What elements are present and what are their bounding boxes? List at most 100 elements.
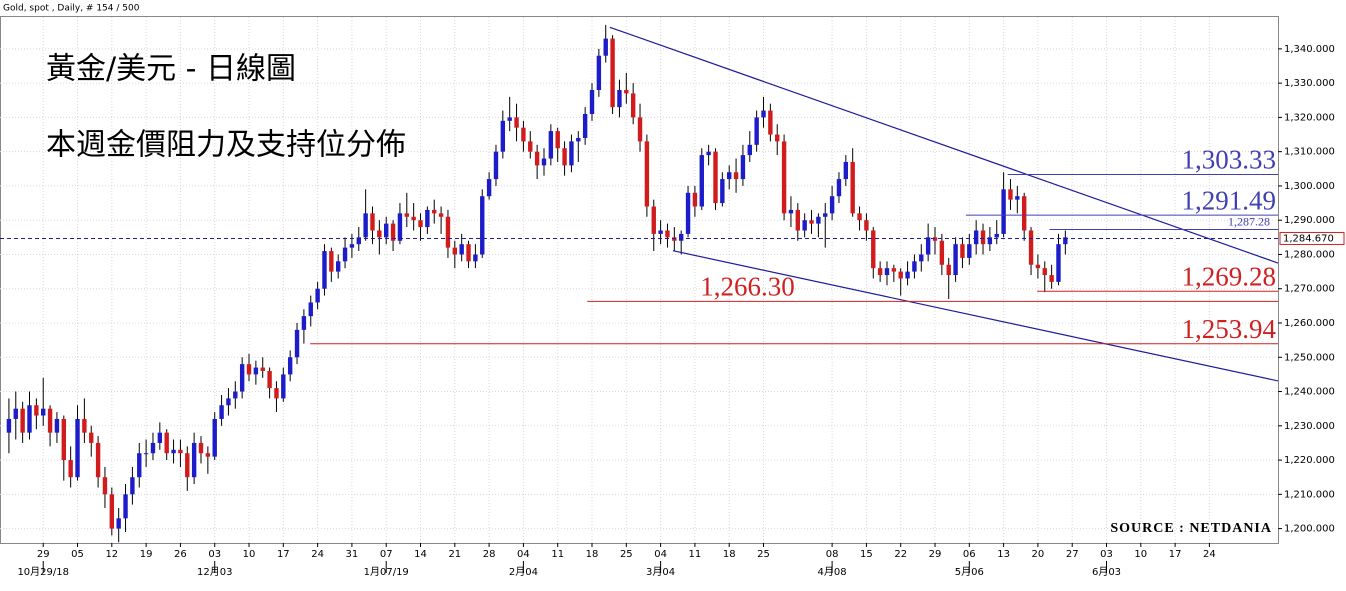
candle-body xyxy=(459,244,464,255)
candle-body xyxy=(891,268,897,272)
candle-body xyxy=(967,244,972,258)
candle-body xyxy=(342,247,348,262)
candle-body xyxy=(521,127,526,142)
x-tick-label: 11 xyxy=(551,549,564,560)
x-tick-label: 03 xyxy=(208,549,221,560)
candle-body xyxy=(34,405,39,416)
candle-body xyxy=(322,251,327,289)
level-label: 1,253.94 xyxy=(1182,314,1277,344)
candle-body xyxy=(1001,189,1006,234)
candle-body xyxy=(884,268,890,276)
candle-body xyxy=(164,432,169,454)
candle-body xyxy=(68,460,73,478)
x-tick-label: 06 xyxy=(963,549,976,560)
candle-body xyxy=(569,141,574,166)
candle-body xyxy=(829,196,835,214)
x-tick-label: 29 xyxy=(37,549,50,560)
candle-body xyxy=(500,120,506,152)
candle-body xyxy=(1021,196,1027,231)
x-tick-label: 07 xyxy=(380,549,393,560)
y-tick-label: 1,300.000 xyxy=(1284,181,1335,192)
x-tick-label: 04 xyxy=(654,549,667,560)
candle-body xyxy=(912,261,917,272)
candle-body xyxy=(754,117,759,145)
candle-body xyxy=(253,367,259,375)
x-tick-label: 18 xyxy=(723,549,736,560)
candle-body xyxy=(843,161,849,180)
candle-body xyxy=(480,196,485,255)
candle-body xyxy=(823,213,828,217)
x-major-label: 10月29/18 xyxy=(17,566,69,578)
chart-subtitle: 本週金價阻力及支持位分佈 xyxy=(46,128,406,163)
x-tick-label: 24 xyxy=(1203,549,1216,560)
x-tick-label: 13 xyxy=(997,549,1010,560)
trend-line xyxy=(672,250,1279,382)
candle-body xyxy=(692,192,698,207)
x-tick-label: 05 xyxy=(71,549,84,560)
candle-body xyxy=(1042,268,1047,276)
candle-body xyxy=(534,151,540,166)
trend-line xyxy=(609,26,1279,264)
candle-body xyxy=(775,134,780,142)
level-label: 1,287.28 xyxy=(1228,214,1270,228)
y-tick-label: 1,240.000 xyxy=(1284,387,1335,398)
x-tick-label: 24 xyxy=(311,549,324,560)
candle-body xyxy=(349,244,355,248)
candle-body xyxy=(932,237,938,241)
candle-body xyxy=(678,233,684,241)
x-tick-label: 19 xyxy=(140,549,153,560)
x-tick-label: 11 xyxy=(689,549,702,560)
candle-body xyxy=(116,518,121,529)
candle-body xyxy=(137,453,142,478)
candle-body xyxy=(466,244,471,262)
y-tick-label: 1,270.000 xyxy=(1284,284,1335,295)
candle-body xyxy=(432,209,437,214)
candle-body xyxy=(178,449,183,454)
candle-body xyxy=(720,179,725,204)
x-tick-label: 12 xyxy=(105,549,118,560)
x-major-label: 6月03 xyxy=(1092,566,1121,578)
x-tick-label: 18 xyxy=(586,549,599,560)
candle-body xyxy=(1049,275,1054,282)
candle-body xyxy=(356,237,361,245)
candle-body xyxy=(438,213,444,217)
candle-body xyxy=(377,230,382,238)
x-tick-label: 26 xyxy=(174,549,187,560)
candle-body xyxy=(665,230,670,238)
plot-frame xyxy=(0,16,1279,544)
candle-body xyxy=(143,453,149,455)
x-tick-label: 28 xyxy=(483,549,496,560)
level-label: 1,269.28 xyxy=(1182,261,1277,291)
candle-body xyxy=(946,264,951,276)
candle-body xyxy=(82,418,87,433)
candle-body xyxy=(157,432,163,443)
candle-body xyxy=(95,442,101,478)
x-tick-label: 31 xyxy=(346,549,359,560)
y-tick-label: 1,290.000 xyxy=(1284,215,1335,226)
candle-body xyxy=(246,364,252,375)
candle-body xyxy=(150,442,156,454)
candle-body xyxy=(713,151,718,204)
candle-body xyxy=(335,261,341,272)
candle-body xyxy=(836,179,842,197)
candle-body xyxy=(404,213,409,217)
candle-body xyxy=(1063,237,1068,245)
candle-body xyxy=(329,251,334,272)
x-tick-label: 03 xyxy=(1100,549,1113,560)
candle-body xyxy=(191,442,197,478)
x-tick-label: 15 xyxy=(860,549,873,560)
x-tick-label: 21 xyxy=(448,549,461,560)
candle-body xyxy=(980,230,986,245)
candle-body xyxy=(624,89,629,94)
candle-body xyxy=(315,288,320,303)
candle-body xyxy=(41,408,46,416)
candle-body xyxy=(987,237,993,245)
source-note: SOURCE : NETDANIA xyxy=(1110,521,1272,536)
candle-body xyxy=(260,367,265,371)
candle-body xyxy=(219,405,224,419)
candle-body xyxy=(102,477,108,495)
candle-body xyxy=(452,247,458,255)
candle-body xyxy=(418,220,423,228)
